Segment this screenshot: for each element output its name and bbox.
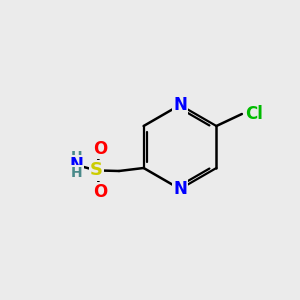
Text: Cl: Cl [245,105,263,123]
Text: S: S [90,161,103,179]
Text: H: H [70,150,82,164]
Text: N: N [173,96,187,114]
Text: O: O [93,183,107,201]
Text: O: O [93,140,107,158]
Text: N: N [69,156,83,174]
Text: H: H [70,166,82,180]
Text: N: N [173,180,187,198]
